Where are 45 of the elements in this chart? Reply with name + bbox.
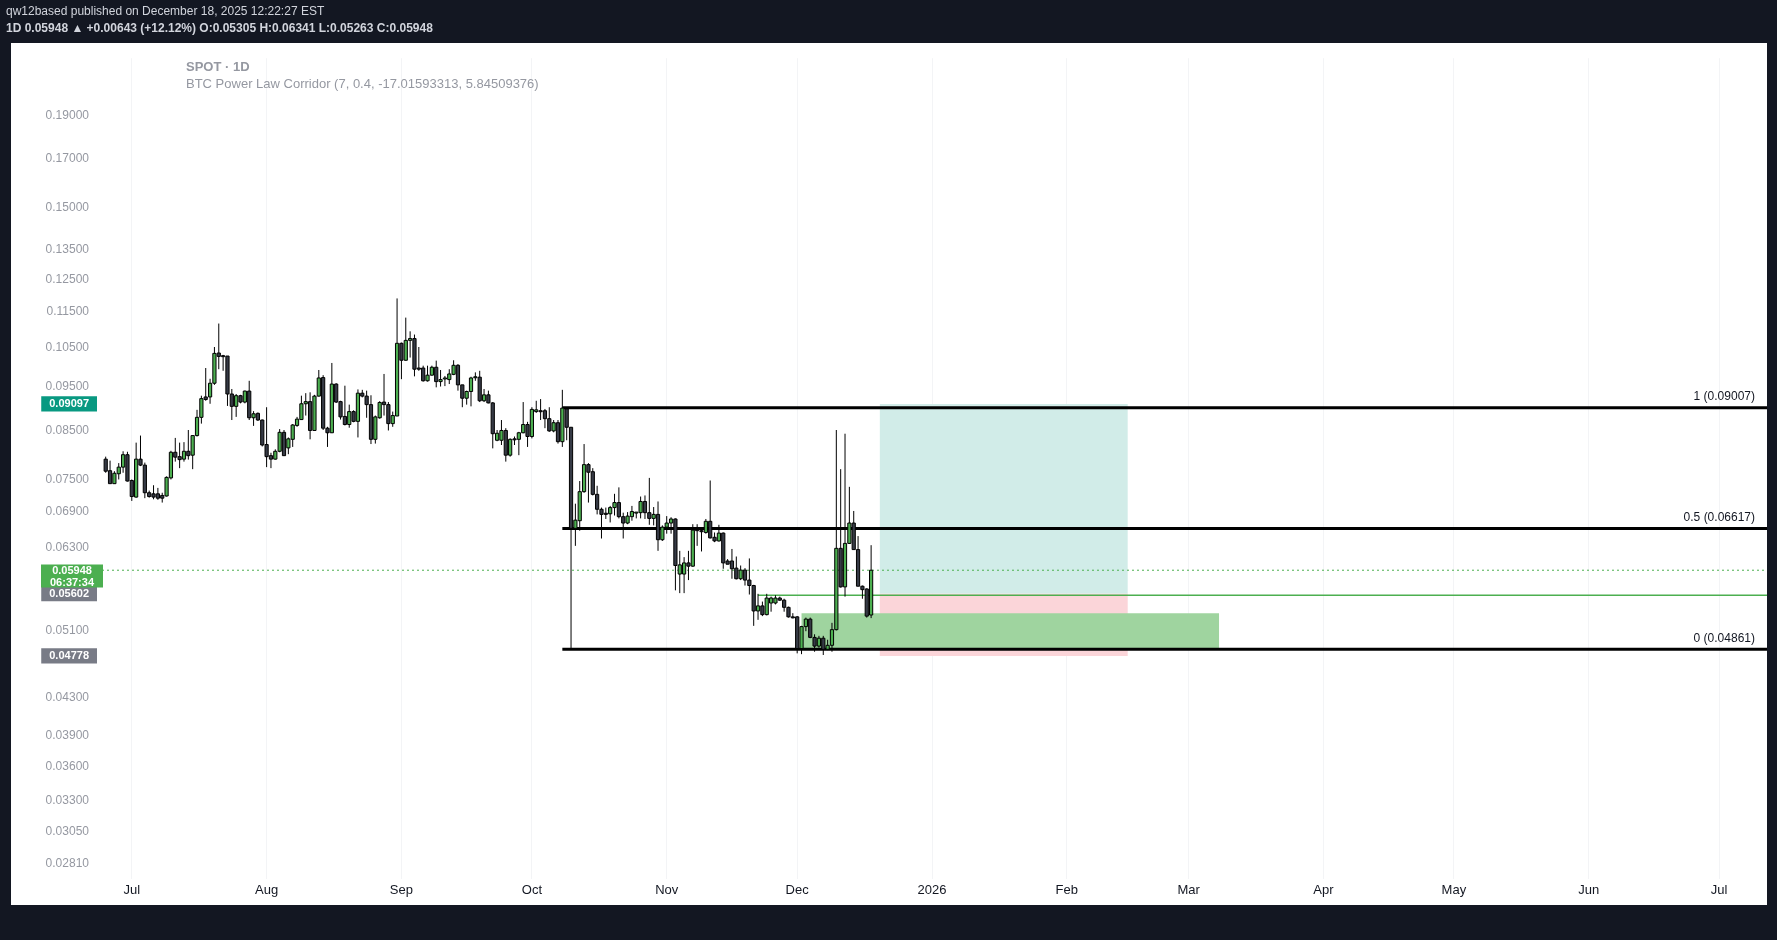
x-tick-label: Jul [123, 881, 141, 897]
y-tick-label: 0.03600 [45, 759, 90, 774]
y-tick-label: 0.06900 [45, 504, 90, 519]
chart-title: qw12based published on December 18, 2025 12:22:27 EST [6, 3, 326, 20]
x-tick-label: Aug [255, 881, 279, 897]
y-tick-label: 0.09097 [49, 396, 89, 409]
y-tick-label: 0.05100 [45, 622, 90, 637]
x-tick-label: Jun [1578, 881, 1600, 897]
y-tick-label: 0.03050 [45, 824, 90, 838]
y-tick-label: 0.09500 [45, 379, 90, 394]
x-tick-label: Jul [1710, 881, 1728, 897]
y-tick-label: 0.06300 [45, 540, 90, 555]
y-tick-label: 0.03900 [45, 727, 90, 742]
y-tick-label: 0.17000 [45, 151, 90, 166]
candlestick [412, 334, 417, 377]
annotation: SPOT · 1D [186, 59, 250, 75]
x-tick-label: 2026 [917, 881, 947, 897]
y-tick-label: 0.02810 [45, 856, 90, 871]
y-tick-label: 0.05602 [49, 586, 89, 599]
y-tick-label: 0.10500 [45, 340, 90, 355]
y-tick-label: 0.04778 [49, 649, 89, 661]
series-label: 0 (0.04861) [1693, 630, 1755, 645]
x-tick-label: Mar [1177, 881, 1201, 897]
y-tick-label: 0.15000 [45, 200, 90, 215]
x-tick-label: May [1441, 881, 1467, 897]
y-tick-label: 0.03300 [45, 793, 90, 808]
chart-subtitle: 1D 0.05948 ▲ +0.00643 (+12.12%) O:0.05305 H:0.06341 L:0.05263 C:0.05948 [6, 20, 433, 37]
x-tick-label: Sep [389, 881, 413, 897]
x-tick-label: Oct [521, 881, 543, 897]
series-label: 1 (0.09007) [1693, 389, 1755, 404]
x-tick-label: Nov [655, 881, 679, 897]
series-label: 0.5 (0.06617) [1683, 509, 1755, 524]
x-tick-label: Dec [785, 881, 810, 897]
x-tick-label: Apr [1313, 881, 1335, 897]
ref-line-label: 0.05948 06:37:34 [49, 564, 95, 588]
y-tick-label: 0.11500 [46, 304, 90, 319]
y-tick-label: 0.13500 [45, 241, 90, 256]
y-tick-label: 0.08500 [45, 422, 90, 437]
y-tick-label: 0.04300 [45, 689, 90, 704]
x-tick-label: Feb [1055, 881, 1079, 897]
candlestick [586, 462, 591, 504]
y-tick-label: 0.19000 [45, 107, 90, 122]
y-tick-label: 0.07500 [45, 471, 90, 486]
annotation: BTC Power Law Corridor (7, 0.4, -17.01593313, 5.84509376) [186, 76, 539, 92]
y-tick-label: 0.12500 [45, 271, 90, 286]
